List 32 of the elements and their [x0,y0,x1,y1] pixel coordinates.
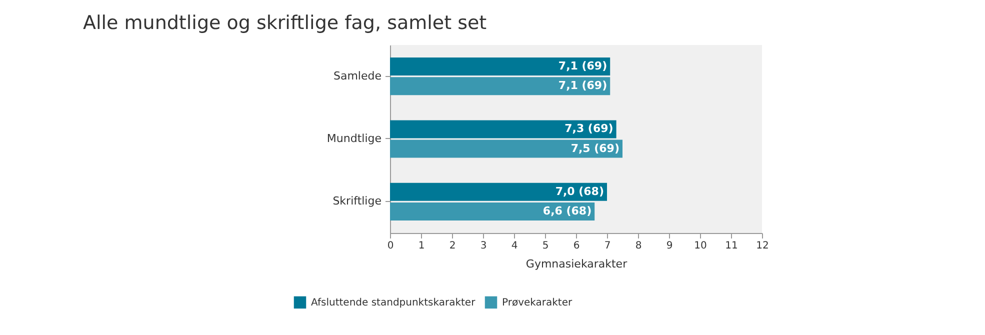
x-tick-label: 5 [542,240,549,252]
x-tick-label: 6 [573,240,580,252]
data-label: 7,1 (69) [558,60,608,73]
bar [390,120,616,138]
y-tick-label: Mundtlige [326,132,382,145]
x-tick-label: 7 [604,240,611,252]
bar [390,58,610,76]
x-axis-title: Gymnasiekarakter [526,258,628,270]
x-tick-label: 2 [449,240,456,252]
x-tick-label: 3 [480,240,487,252]
x-tick-label: 0 [387,240,394,252]
x-tick-label: 11 [725,240,738,252]
y-tick-label: Skriftlige [332,194,382,208]
x-tick-label: 4 [511,240,518,252]
x-tick-label: 10 [694,240,707,252]
legend-label: Prøvekarakter [502,297,573,308]
bar [390,202,595,220]
bar [390,182,607,201]
x-tick-label: 9 [666,240,673,252]
data-label: 7,5 (69) [570,142,620,155]
data-label: 7,0 (68) [555,184,604,198]
data-label: 6,6 (68) [542,204,592,218]
y-tick-label: Samlede [333,69,382,82]
chart-title: Alle mundtlige og skriftlige fag, samlet set [83,12,487,34]
bar [390,140,622,158]
x-tick-label: 8 [635,240,642,252]
bar [390,77,610,96]
data-label: 7,1 (69) [558,79,608,92]
legend-label: Afsluttende standpunktskarakter [311,297,476,308]
x-tick-label: 12 [756,240,769,252]
data-label: 7,3 (69) [564,122,614,136]
x-tick-label: 1 [418,240,425,252]
